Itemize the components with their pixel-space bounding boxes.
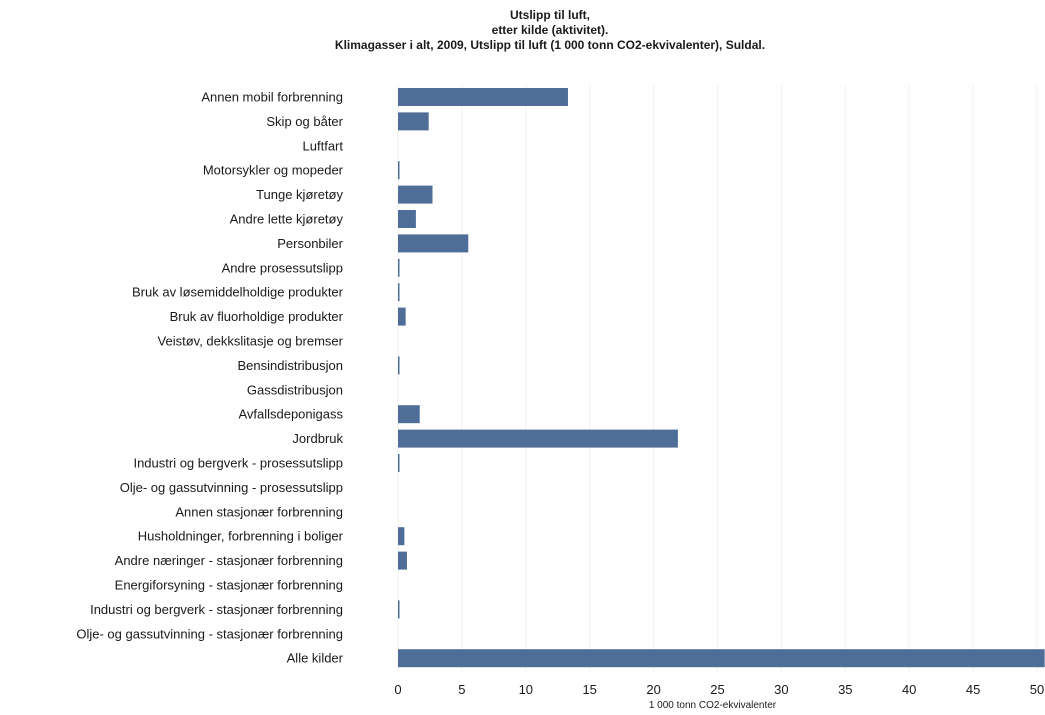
x-tick-label: 25 xyxy=(710,682,724,697)
x-tick-label: 40 xyxy=(902,682,916,697)
x-tick-label: 30 xyxy=(774,682,788,697)
x-axis-title: 1 000 tonn CO2-ekvivalenter xyxy=(649,700,777,711)
category-label: Skip og båter xyxy=(266,114,343,129)
bar xyxy=(398,112,429,130)
category-label: Jordbruk xyxy=(292,431,343,446)
x-tick-label: 5 xyxy=(458,682,465,697)
bar xyxy=(398,283,400,301)
bar xyxy=(398,454,400,472)
x-tick-label: 15 xyxy=(582,682,596,697)
bar xyxy=(398,308,406,326)
category-label: Personbiler xyxy=(277,236,343,251)
category-label: Annen stasjonær forbrenning xyxy=(175,504,343,519)
category-label: Alle kilder xyxy=(287,651,344,666)
bar xyxy=(398,210,416,228)
bar xyxy=(398,552,407,570)
x-tick-label: 45 xyxy=(966,682,980,697)
bars xyxy=(398,88,1045,667)
category-label: Industri og bergverk - prosessutslipp xyxy=(133,456,343,471)
category-label: Veistøv, dekkslitasje og bremser xyxy=(158,334,344,349)
x-tick-label: 50 xyxy=(1030,682,1044,697)
bar xyxy=(398,161,400,179)
bar xyxy=(398,259,400,277)
x-tick-label: 10 xyxy=(519,682,533,697)
x-tick-label: 20 xyxy=(646,682,660,697)
category-labels: Annen mobil forbrenning Skip og båter Luft… xyxy=(76,90,343,666)
bar xyxy=(398,527,404,545)
bar xyxy=(398,234,468,252)
category-label: Motorsykler og mopeder xyxy=(203,163,344,178)
x-tick-labels: 0 5 10 15 20 25 30 35 40 45 50 xyxy=(394,682,1044,697)
bar xyxy=(398,600,400,618)
category-label: Olje- og gassutvinning - prosessutslipp xyxy=(120,480,343,495)
category-label: Luftfart xyxy=(303,138,344,153)
category-label: Husholdninger, forbrenning i boliger xyxy=(138,529,344,544)
category-label: Gassdistribusjon xyxy=(247,382,343,397)
category-label: Industri og bergverk - stasjonær forbren… xyxy=(90,602,343,617)
category-label: Andre næringer - stasjonær forbrenning xyxy=(115,553,343,568)
category-label: Bensindistribusjon xyxy=(237,358,343,373)
bar xyxy=(398,356,400,374)
category-label: Bruk av løsemiddelholdige produkter xyxy=(132,285,344,300)
gridlines xyxy=(398,85,1037,672)
bar xyxy=(398,430,678,448)
category-label: Avfallsdeponigass xyxy=(238,407,343,422)
x-tick-label: 0 xyxy=(394,682,401,697)
x-tick-label: 35 xyxy=(838,682,852,697)
bar xyxy=(398,649,1045,667)
bar xyxy=(398,405,420,423)
category-label: Tunge kjøretøy xyxy=(256,187,343,202)
bar xyxy=(398,88,568,106)
category-label: Annen mobil forbrenning xyxy=(201,90,343,105)
category-label: Bruk av fluorholdige produkter xyxy=(170,309,344,324)
category-label: Energiforsyning - stasjonær forbrenning xyxy=(115,578,343,593)
category-label: Andre lette kjøretøy xyxy=(230,212,344,227)
bar xyxy=(398,186,433,204)
category-label: Olje- og gassutvinning - stasjonær forbr… xyxy=(76,626,343,641)
category-label: Andre prosessutslipp xyxy=(222,260,343,275)
